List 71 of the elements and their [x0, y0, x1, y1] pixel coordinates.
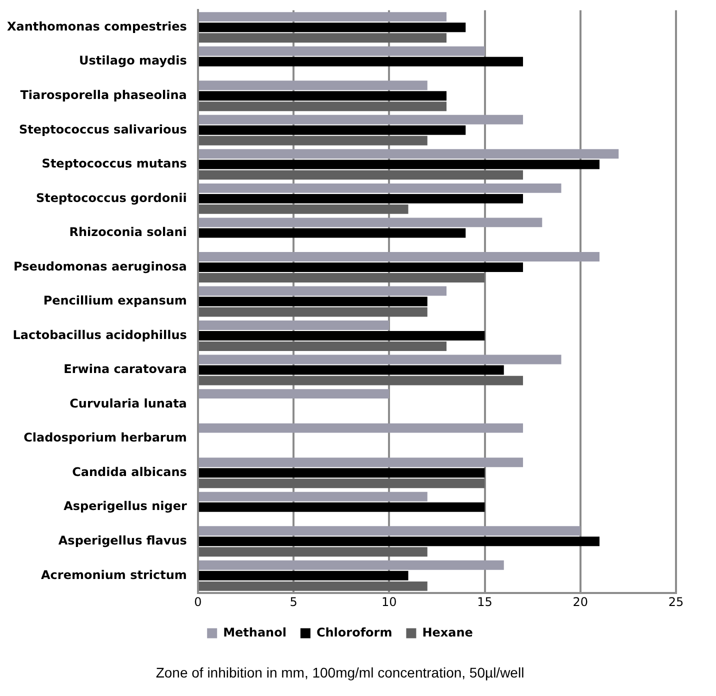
bar [198, 354, 562, 364]
bar [198, 376, 524, 386]
bar [198, 102, 447, 112]
bar [198, 114, 524, 124]
bar [198, 204, 408, 214]
y-tick-label: Ustilago maydis [79, 54, 187, 68]
y-tick-label: Pencillium expansum [43, 294, 187, 308]
x-tick-label: 20 [572, 595, 588, 610]
bar [198, 262, 524, 272]
legend-label: Methanol [223, 625, 286, 640]
y-tick-label: Xanthomonas compestries [7, 19, 187, 34]
bar [198, 33, 447, 43]
bar [198, 468, 485, 478]
bar [198, 91, 447, 101]
bar [198, 307, 428, 317]
bar [198, 502, 485, 512]
x-tick-label: 5 [290, 595, 298, 610]
bar [198, 252, 600, 262]
y-tick-label: Candida albicans [72, 464, 187, 479]
bar [198, 160, 600, 170]
y-tick-label: Curvularia lunata [70, 396, 187, 410]
x-axis-title: Zone of inhibition in mm, 100mg/ml concentration, 50µl/well [156, 664, 524, 680]
bar [198, 526, 580, 536]
x-tick-label: 25 [668, 595, 684, 610]
bar [198, 342, 447, 352]
y-tick-label: Steptococcus salivarious [19, 122, 187, 136]
bar [198, 547, 428, 557]
y-tick-label: Steptococcus gordonii [36, 190, 187, 205]
bar [198, 458, 524, 468]
x-tick-label: 10 [382, 595, 397, 610]
bar [198, 581, 428, 591]
bar [198, 218, 542, 228]
bar [198, 56, 524, 66]
legend-label: Chloroform [316, 625, 392, 640]
bar [198, 228, 466, 238]
bar [198, 286, 447, 296]
bar [198, 273, 485, 282]
bar [198, 296, 428, 306]
y-tick-label: Asperigellus flavus [58, 534, 187, 548]
bar [198, 183, 562, 193]
bar [198, 478, 485, 488]
bar [198, 423, 524, 433]
y-tick-label: Lactobacillus acidophillus [12, 328, 187, 342]
bar [198, 365, 504, 375]
y-tick-label: Pseudomonas aeruginosa [14, 259, 187, 274]
y-tick-label: Erwina caratovara [64, 362, 187, 376]
bar [198, 149, 619, 159]
bar [198, 331, 485, 340]
bar [198, 46, 485, 56]
y-tick-label: Acremonium strictum [41, 568, 187, 582]
bar [198, 560, 504, 570]
bar [198, 536, 600, 546]
y-tick-label: Steptococcus mutans [42, 156, 187, 171]
bar [198, 12, 447, 22]
bar [198, 136, 428, 146]
bar [198, 389, 390, 399]
bar [198, 320, 390, 330]
bar [198, 194, 524, 204]
bar [198, 80, 428, 90]
x-tick-label: 0 [194, 595, 202, 610]
bar [198, 492, 428, 502]
bar [198, 22, 466, 32]
bar [198, 170, 524, 180]
x-tick-label: 15 [477, 595, 492, 610]
bar [198, 125, 466, 135]
y-tick-label: Asperigellus niger [64, 499, 187, 514]
bar [198, 570, 408, 580]
legend-label: Hexane [422, 625, 473, 640]
y-tick-label: Rhizoconia solani [69, 225, 187, 240]
y-tick-label: Tiarosporella phaseolina [20, 88, 187, 102]
y-tick-label: Cladosporium herbarum [24, 430, 187, 445]
